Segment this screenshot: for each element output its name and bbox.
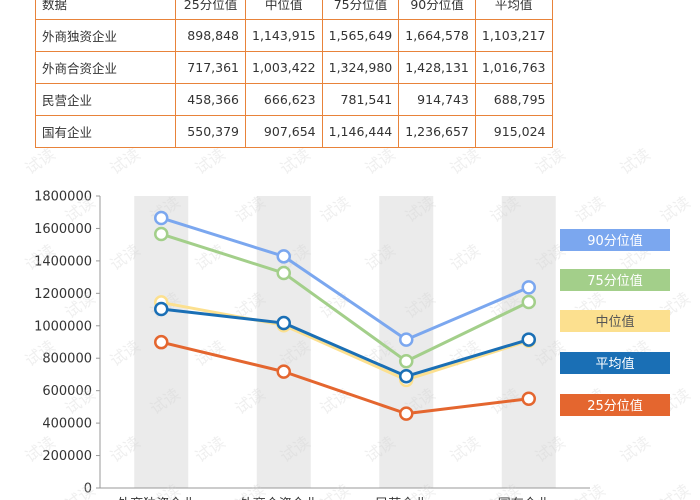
table-header-cell: 平均值 [474,0,553,20]
watermark-text: 试读 [316,288,353,322]
series-point [521,280,536,295]
legend-label: 25分位值 [587,398,643,414]
watermark-text: 试读 [656,480,693,500]
value-cell: 550,379 [175,115,246,148]
value-cell: 898,848 [175,19,246,52]
value-cell: 717,361 [175,51,246,84]
watermark-text: 试读 [106,144,143,178]
value-cell: 915,024 [474,115,553,148]
legend-swatch [560,352,670,374]
value-cell: 458,366 [175,83,246,116]
series-point [399,353,414,369]
series-line [160,340,529,416]
value-cell: 1,016,763 [474,51,553,84]
series-point [154,226,169,242]
table-row: 国有企业 550,379 907,654 1,146,444 1,236,657 915,… [35,115,553,148]
value-cell: 1,236,657 [398,115,476,148]
x-tick-label: 民营企业 [375,496,427,500]
series-point [521,294,536,310]
table-header-cell: 中位值 [245,0,323,20]
watermark-text: 试读 [21,144,58,178]
watermark-text: 试读 [656,192,693,226]
legend-swatch [560,229,670,251]
y-tick-label: 800000 [42,352,92,367]
x-tick-label: 外商独资企业 [117,496,195,500]
legend-label: 平均值 [595,356,634,372]
legend-label: 75分位值 [587,273,643,289]
watermark-text: 试读 [446,432,483,466]
value-cell: 1,103,217 [474,19,553,52]
watermark-text: 试读 [316,192,353,226]
value-cell: 1,428,131 [398,51,476,84]
watermark-text: 试读 [616,144,653,178]
value-cell: 1,324,980 [321,51,400,84]
series-line [160,216,530,342]
y-tick-label: 400000 [42,417,92,432]
y-tick-label: 1400000 [34,254,92,269]
series-point [399,332,414,347]
watermark-text: 试读 [446,144,483,178]
series-line [160,300,530,382]
watermark-text: 试读 [191,144,228,178]
watermark-text: 试读 [276,144,313,178]
legend-label: 90分位值 [587,233,643,249]
legend-swatch [560,394,670,416]
value-cell: 688,795 [474,83,553,116]
watermark-text: 试读 [571,192,608,226]
row-label-cell: 民营企业 [35,83,176,116]
watermark-text: 试读 [191,432,228,466]
watermark-text: 试读 [616,432,653,466]
table-row: 外商合资企业 717,361 1,003,422 1,324,980 1,428,131… [35,51,553,84]
row-label-cell: 外商合资企业 [35,51,176,84]
series-point [154,210,169,226]
series-line [160,232,530,363]
y-tick-label: 1600000 [34,222,92,237]
watermark-text: 试读 [531,144,568,178]
row-label-cell: 外商独资企业 [35,19,176,52]
watermark-text: 试读 [316,480,353,500]
data-table: 数据 25分位值 中位值 75分位值 90分位值 平均值 外商独资企业 898,848 1,14… [35,0,553,148]
series-point [154,334,169,350]
legend-swatch [560,269,670,291]
row-label-cell: 国有企业 [35,115,176,148]
y-tick-label: 1000000 [34,319,92,334]
series-point [521,391,536,406]
y-tick-label: 1800000 [34,190,92,205]
watermark-text: 试读 [61,480,98,500]
table-row: 民营企业 458,366 666,623 781,541 914,743 688,795 [35,83,553,116]
value-cell: 907,654 [245,115,323,148]
watermark-text: 试读 [361,144,398,178]
legend-swatch [560,310,670,332]
series-line [161,307,530,378]
x-tick-label: 外商合资企业 [240,496,318,500]
table-header-cell: 25分位值 [175,0,246,20]
y-tick-label: 0 [84,482,92,497]
y-tick-label: 1200000 [34,287,92,302]
series-point [399,406,414,421]
value-cell: 781,541 [321,83,400,116]
series-point [521,332,536,347]
series-point [276,249,291,264]
series-point [154,301,169,317]
series-point [276,265,291,281]
series-point [276,315,291,331]
x-tick-label: 国有企业 [498,496,550,500]
watermark-text: 试读 [446,240,483,274]
series-point [399,369,414,384]
category-band [256,196,311,488]
y-tick-label: 200000 [42,449,92,464]
y-tick-label: 600000 [42,384,92,399]
series-point [276,364,291,379]
watermark-text: 试读 [571,480,608,500]
legend-label: 中位值 [595,314,634,330]
